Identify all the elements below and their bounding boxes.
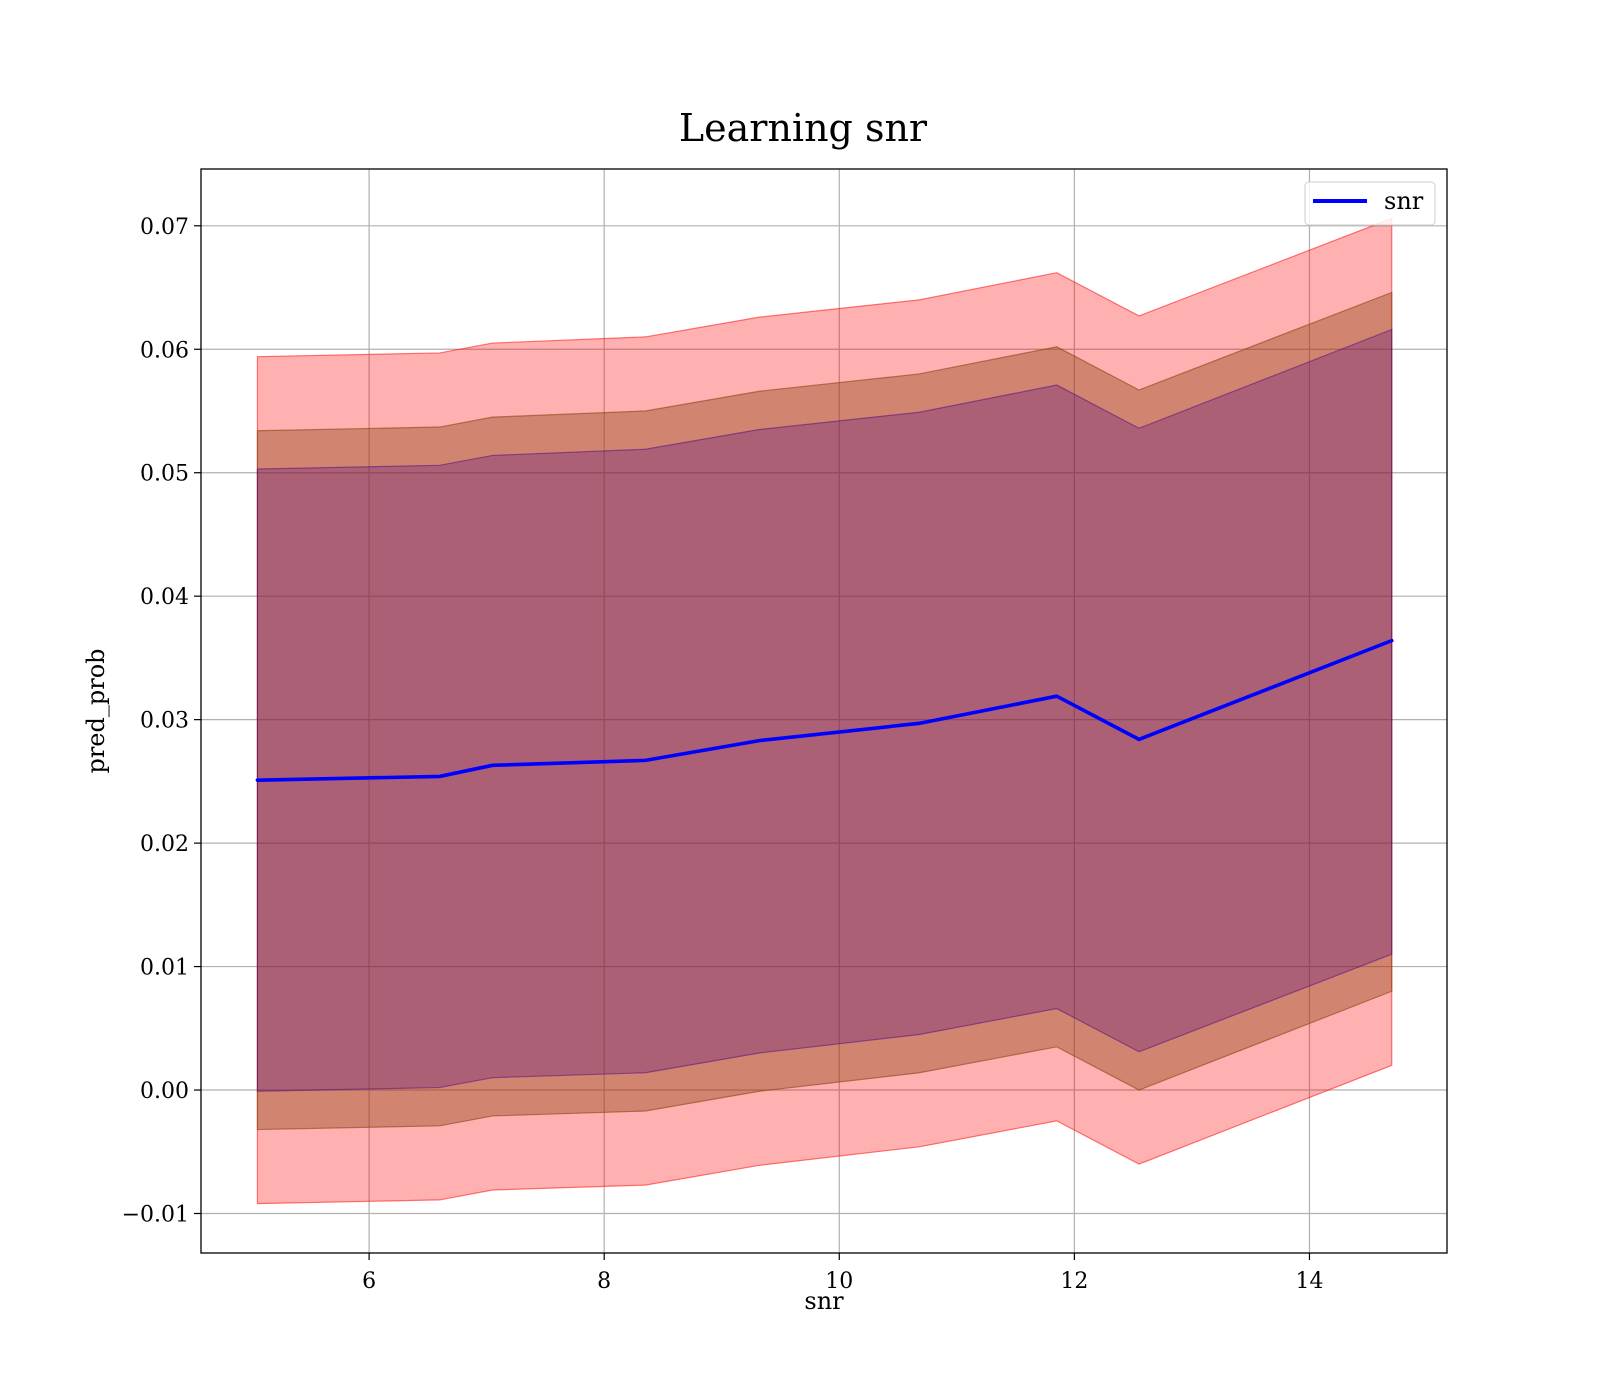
chart-title: Learning snr: [679, 106, 928, 150]
x-tick-label: 12: [1060, 1269, 1088, 1294]
confidence-band: [256, 217, 1393, 1205]
x-axis-label: snr: [804, 1287, 844, 1315]
confidence-bands: [256, 217, 1393, 1205]
x-ticks: 6 8 10 12 14: [362, 1253, 1323, 1294]
y-ticks: −0.01 0.00 0.01 0.02 0.03 0.04 0.05 0.06 0.07: [122, 215, 201, 1227]
y-tick-label: 0.02: [140, 832, 189, 857]
x-tick-label: 6: [362, 1269, 376, 1294]
y-tick-label: 0.06: [140, 338, 189, 363]
y-axis-label: pred_prob: [82, 648, 110, 773]
series-lines: [255, 638, 1394, 782]
y-tick-label: 0.07: [140, 215, 189, 240]
y-tick-label: 0.03: [140, 709, 189, 734]
x-tick-label: 14: [1295, 1269, 1323, 1294]
legend: snr: [1304, 181, 1436, 226]
legend-label: snr: [1384, 187, 1424, 215]
legend-box: [1304, 181, 1436, 226]
y-tick-label: 0.05: [140, 462, 189, 487]
y-tick-label: 0.01: [140, 956, 189, 981]
series-line: [255, 638, 1394, 782]
y-tick-label: 0.00: [140, 1079, 189, 1104]
y-tick-label: 0.04: [140, 585, 189, 610]
grid: [201, 169, 1447, 1253]
confidence-band: [256, 328, 1393, 1092]
plot-frame: [200, 168, 1448, 1254]
x-tick-label: 10: [825, 1269, 853, 1294]
confidence-band: [256, 291, 1393, 1131]
x-tick-label: 8: [597, 1269, 611, 1294]
y-tick-label: −0.01: [122, 1202, 189, 1227]
